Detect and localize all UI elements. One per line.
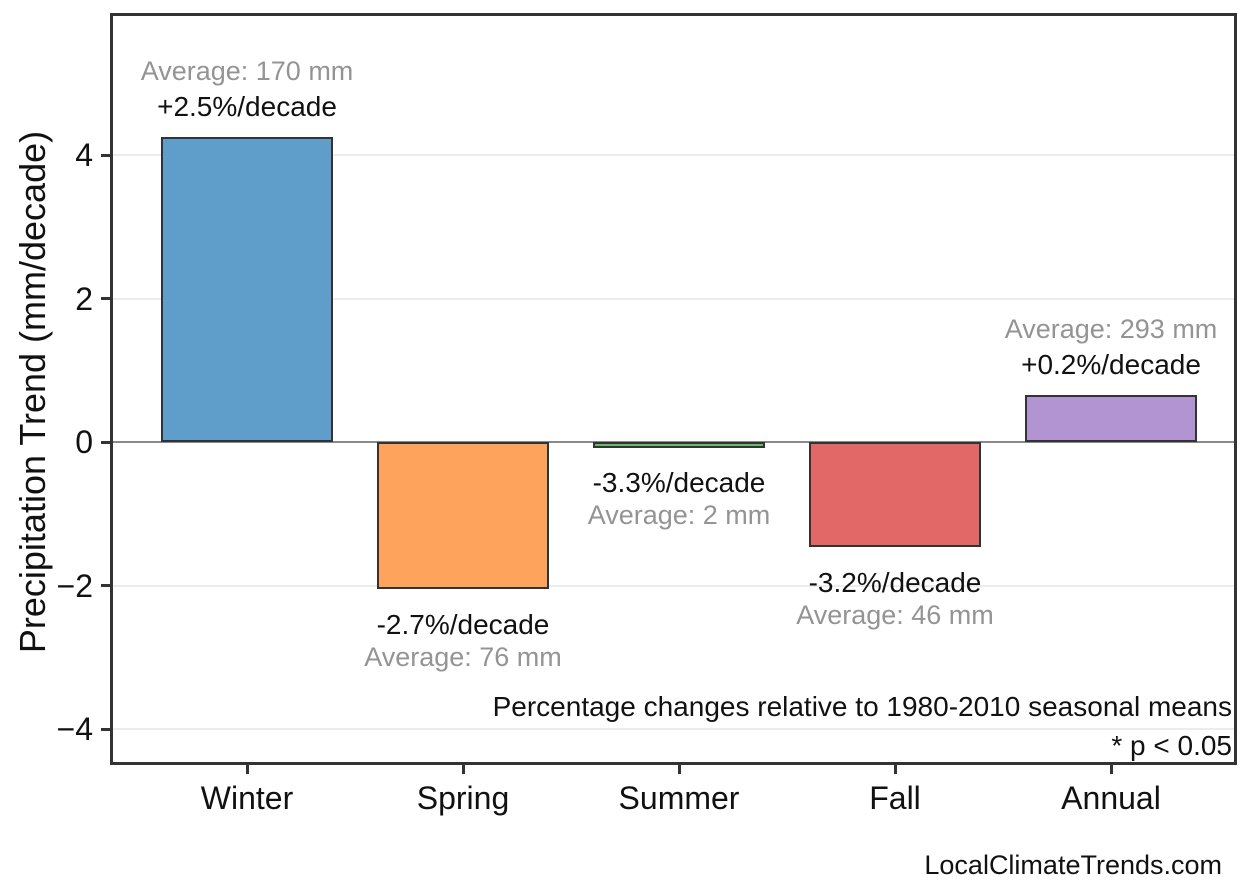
gridline-y--4 bbox=[113, 728, 1234, 730]
x-tick-mark-annual bbox=[1109, 765, 1113, 774]
bar-label-pct-fall: -3.2%/decade bbox=[808, 567, 982, 599]
x-tick-mark-spring bbox=[461, 765, 465, 774]
bar-spring bbox=[377, 442, 549, 590]
note-block: Percentage changes relative to 1980-2010… bbox=[493, 687, 1232, 765]
x-tick-label-fall: Fall bbox=[869, 780, 921, 816]
x-tick-label-annual: Annual bbox=[1061, 780, 1161, 816]
bar-label-avg-fall: Average: 46 mm bbox=[796, 600, 994, 631]
note-line-2: * p < 0.05 bbox=[1111, 730, 1232, 761]
y-tick-mark--4 bbox=[101, 727, 110, 731]
note-line-1: Percentage changes relative to 1980-2010… bbox=[492, 691, 1232, 722]
x-tick-mark-summer bbox=[677, 765, 681, 774]
y-tick-mark-0 bbox=[101, 440, 110, 444]
bar-summer bbox=[593, 442, 765, 448]
bar-winter bbox=[161, 137, 333, 442]
y-tick-label--4: −4 bbox=[56, 711, 93, 747]
bar-annual bbox=[1025, 394, 1197, 442]
x-tick-label-summer: Summer bbox=[618, 780, 740, 816]
x-tick-label-spring: Spring bbox=[416, 780, 510, 816]
bar-fall bbox=[809, 442, 981, 548]
bar-label-avg-annual: Average: 293 mm bbox=[1004, 313, 1218, 344]
bar-label-avg-summer: Average: 2 mm bbox=[587, 500, 771, 531]
gridline-y--2 bbox=[113, 584, 1234, 587]
footer-watermark: LocalClimateTrends.com bbox=[924, 850, 1222, 880]
x-tick-label-winter: Winter bbox=[200, 780, 294, 816]
bar-label-avg-winter: Average: 170 mm bbox=[140, 56, 354, 87]
y-tick-mark--2 bbox=[101, 584, 110, 587]
bar-label-pct-winter: +2.5%/decade bbox=[157, 91, 337, 123]
bar-label-pct-annual: +0.2%/decade bbox=[1021, 348, 1201, 380]
y-tick-mark-4 bbox=[101, 153, 110, 157]
gridline-y-4 bbox=[113, 154, 1234, 156]
y-tick-mark-2 bbox=[101, 297, 110, 300]
y-axis-title: Precipitation Trend (mm/decade) bbox=[12, 130, 53, 654]
y-tick-label-4: 4 bbox=[75, 137, 93, 173]
x-tick-mark-winter bbox=[245, 765, 249, 774]
gridline-y-2 bbox=[113, 297, 1234, 300]
bar-label-pct-spring: -2.7%/decade bbox=[376, 609, 550, 641]
x-tick-mark-fall bbox=[893, 765, 897, 774]
plot-area bbox=[110, 13, 1237, 765]
y-tick-label-2: 2 bbox=[75, 280, 93, 317]
y-tick-label--2: −2 bbox=[56, 567, 93, 604]
y-tick-label-0: 0 bbox=[75, 424, 93, 460]
bar-label-pct-summer: -3.3%/decade bbox=[592, 467, 766, 499]
bar-label-avg-spring: Average: 76 mm bbox=[364, 642, 562, 673]
